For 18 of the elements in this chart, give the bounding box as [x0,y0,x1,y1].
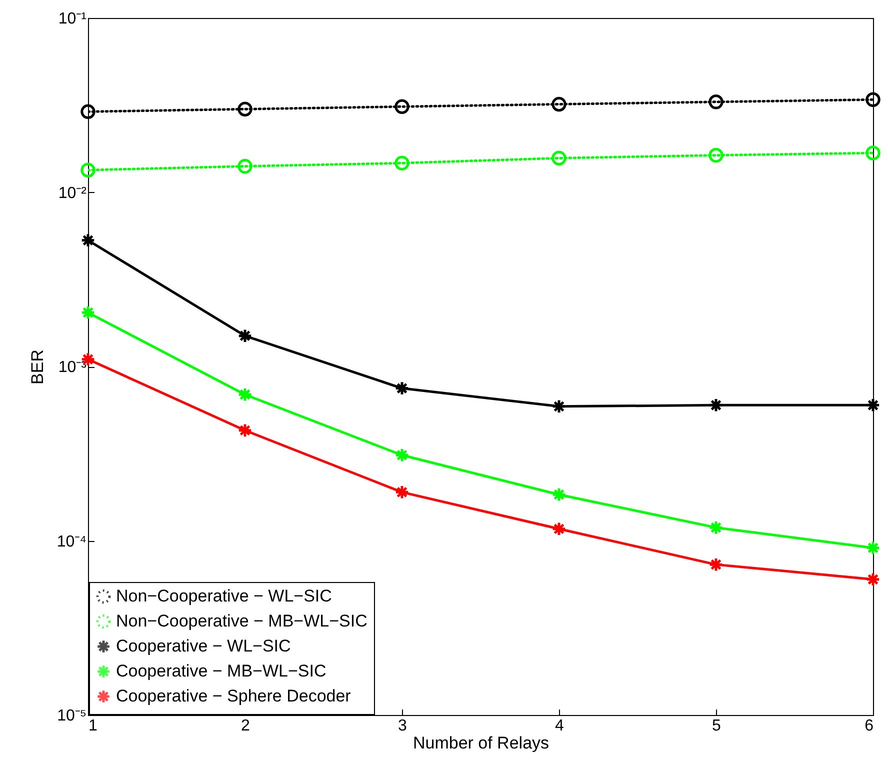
legend-label: Non−Cooperative − WL−SIC [116,586,332,606]
x-tick-label: 3 [398,718,408,734]
x-tick-label: 5 [712,718,722,734]
legend-label: Cooperative − MB−WL−SIC [116,662,326,680]
y-tick-label: 10⁻⁴ [56,533,87,550]
legend-label: Cooperative − WL−SIC [116,636,291,656]
legend-label: Non−Cooperative − MB−WL−SIC [116,612,368,630]
x-axis-title: Number of Relays [412,734,550,752]
y-tick-label: 10⁻¹ [58,10,86,28]
x-tick-label: 1 [88,718,98,734]
y-tick-label: 10⁻⁵ [57,708,86,724]
y-tick-label: 10⁻² [58,184,88,202]
y-axis-title: BER [28,350,47,384]
x-tick-label: 6 [864,718,874,734]
x-tick-label: 4 [555,718,564,734]
legend-label: Cooperative − Sphere Decoder [116,686,352,706]
y-tick-label: 10⁻³ [58,359,88,376]
x-tick-label: 2 [241,718,250,734]
